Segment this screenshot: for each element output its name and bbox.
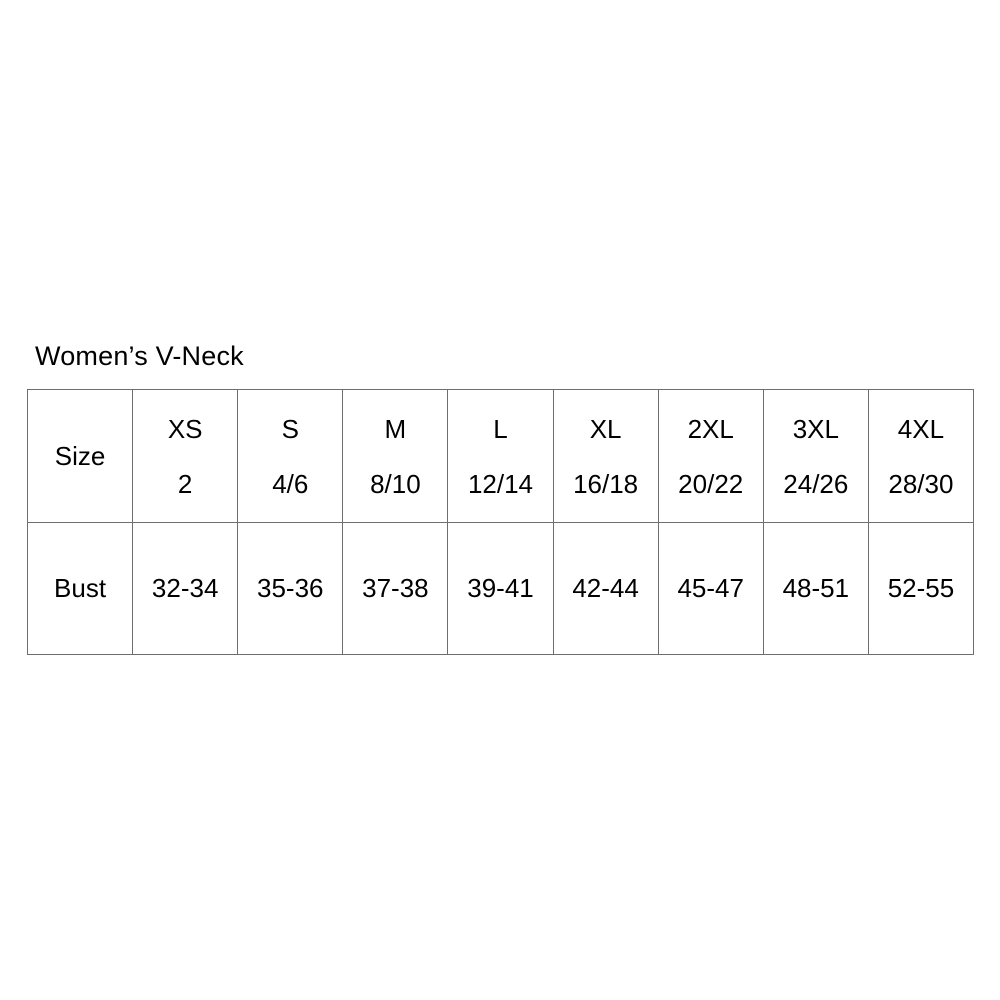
size-numeric: 16/18 xyxy=(573,468,639,499)
bust-cell-l: 39-41 xyxy=(447,522,554,655)
size-numeric: 28/30 xyxy=(888,468,954,499)
page-title: Women’s V-Neck xyxy=(35,341,244,371)
size-numeric: 8/10 xyxy=(370,468,421,499)
size-header-cell-4xl: 4XL 28/30 xyxy=(867,389,975,523)
size-numeric: 20/22 xyxy=(678,468,744,499)
size-header-cell-xs: XS 2 xyxy=(132,389,239,523)
row-label-cell-bust: Bust xyxy=(26,522,134,655)
size-header-cell-2xl: 2XL 20/22 xyxy=(657,389,764,523)
table-row-sizes: Size XS 2 S 4/6 M 8/10 L 12/14 xyxy=(26,389,975,523)
size-label: XS xyxy=(167,413,203,444)
size-label: 4XL xyxy=(897,413,945,444)
size-header-cell-l: L 12/14 xyxy=(447,389,554,523)
bust-cell-xs: 32-34 xyxy=(132,522,239,655)
size-numeric: 4/6 xyxy=(272,468,309,499)
size-numeric: 2 xyxy=(177,468,193,499)
bust-cell-xl: 42-44 xyxy=(552,522,659,655)
size-label: L xyxy=(493,413,508,444)
size-header-cell-3xl: 3XL 24/26 xyxy=(762,389,869,523)
bust-cell-m: 37-38 xyxy=(342,522,449,655)
size-label: M xyxy=(384,413,407,444)
size-numeric: 24/26 xyxy=(783,468,849,499)
size-label: XL xyxy=(589,413,622,444)
size-chart-table: Size XS 2 S 4/6 M 8/10 L 12/14 xyxy=(26,389,975,655)
size-label: S xyxy=(281,413,299,444)
bust-cell-4xl: 52-55 xyxy=(867,522,975,655)
bust-cell-s: 35-36 xyxy=(237,522,344,655)
row-label: Bust xyxy=(54,573,107,603)
bust-cell-2xl: 45-47 xyxy=(657,522,764,655)
size-label: 2XL xyxy=(687,413,734,444)
corner-cell-size: Size xyxy=(26,389,134,523)
size-numeric: 12/14 xyxy=(467,468,534,499)
bust-cell-3xl: 48-51 xyxy=(762,522,869,655)
size-header-cell-s: S 4/6 xyxy=(237,389,344,523)
table-row-bust: Bust 32-34 35-36 37-38 39-41 42-44 45-47… xyxy=(26,522,975,655)
size-header-cell-m: M 8/10 xyxy=(342,389,449,523)
corner-label: Size xyxy=(54,440,106,471)
size-label: 3XL xyxy=(792,413,839,444)
size-header-cell-xl: XL 16/18 xyxy=(552,389,659,523)
